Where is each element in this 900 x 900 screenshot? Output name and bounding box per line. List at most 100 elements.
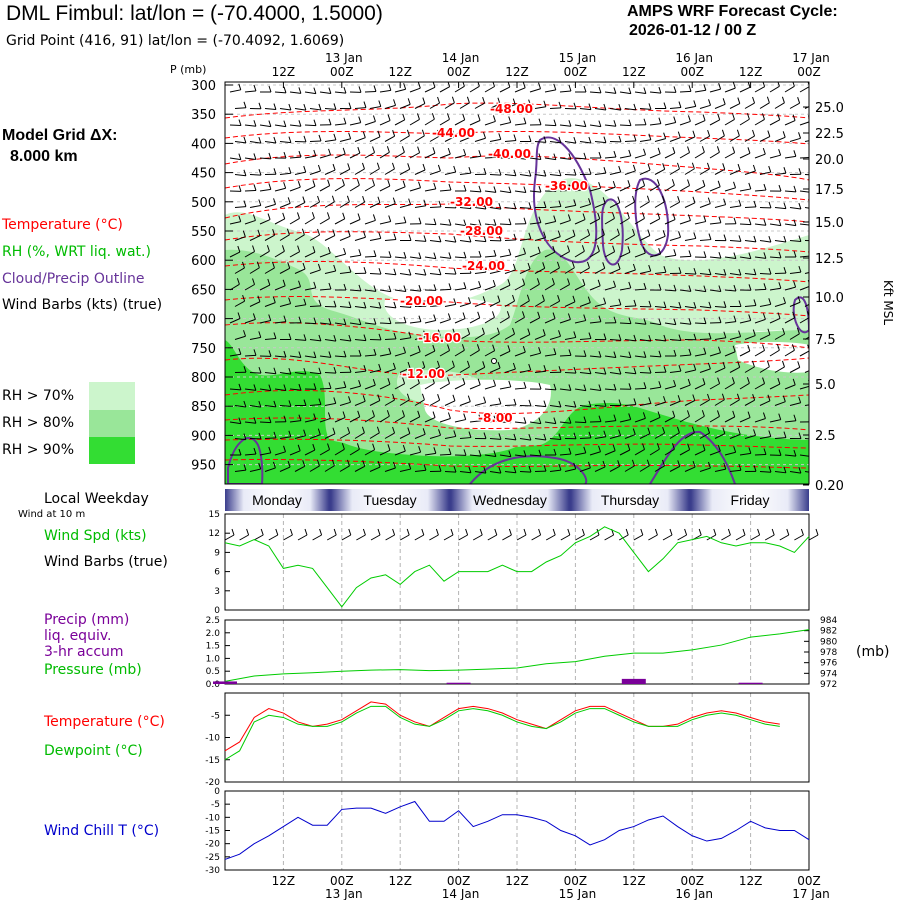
- wind-barb: [379, 353, 391, 357]
- height-axis: 25.022.520.017.515.012.510.07.55.02.50.2…: [803, 101, 844, 494]
- wind-barb: [244, 284, 255, 291]
- wind-barb-flag: [752, 329, 756, 336]
- isotherm-label: -16.00: [418, 331, 461, 345]
- wind-barb-flag: [798, 132, 802, 139]
- wind-barb-flag: [498, 433, 502, 440]
- wind-barb: [609, 268, 621, 274]
- wind-barb: [654, 138, 666, 142]
- wind-barb: [519, 268, 531, 274]
- wind-barb: [549, 206, 562, 208]
- wind-barb-flag: [748, 284, 752, 291]
- wind-barb: [684, 237, 696, 241]
- wind-barb: [744, 206, 757, 208]
- wind-barb: [699, 273, 711, 276]
- wind-barb-flag: [513, 466, 517, 473]
- wind-barb: [604, 251, 615, 258]
- wind-barb: [279, 436, 291, 439]
- wind-barb-flag: [793, 414, 797, 421]
- pressure-tick-label: 900: [191, 429, 216, 444]
- isotherm-label: -48.00: [490, 102, 533, 116]
- wind-barb: [574, 320, 586, 324]
- wind-barb-flag: [812, 328, 814, 334]
- wind-barb-flag: [371, 410, 375, 417]
- wind-barb: [784, 85, 795, 93]
- wind-barb: [759, 400, 771, 406]
- wind-barb-flag: [673, 349, 677, 357]
- forecast-cycle-label: AMPS WRF Forecast Cycle:: [627, 3, 838, 20]
- wind-barb-flag: [403, 251, 407, 259]
- wind-barb-flag: [287, 460, 291, 468]
- surface-wind-barb: [575, 534, 585, 541]
- rh-shading: [225, 178, 809, 484]
- wind-barb: [429, 170, 441, 175]
- surface-wind-barb-flag: [654, 528, 658, 536]
- wind-barb: [724, 382, 735, 390]
- wind-barb-flag: [378, 301, 382, 309]
- wind-barb-flag: [553, 417, 557, 424]
- wind-barb: [444, 366, 455, 373]
- wind-barb: [759, 366, 770, 373]
- wind-barb: [724, 152, 735, 159]
- wind-barb-flag: [573, 432, 577, 439]
- wind-barb: [699, 467, 711, 472]
- wind-barb: [369, 136, 381, 142]
- wind-barb-flag: [438, 465, 442, 472]
- wind-barb: [604, 355, 616, 359]
- wind-barb-flag: [363, 365, 367, 372]
- wind-barb: [384, 135, 395, 142]
- wind-barb: [649, 153, 661, 159]
- wind-barb-flag: [721, 393, 725, 400]
- wind-barb: [709, 151, 720, 159]
- wind-barb-flag: [767, 130, 771, 137]
- wind-barb: [279, 405, 292, 407]
- isotherm-label: -8.00: [478, 411, 513, 425]
- wind-barb: [804, 207, 809, 209]
- wind-barb-flag: [708, 99, 711, 106]
- surface-wind-barb: [721, 534, 731, 541]
- wind-barb-flag: [318, 134, 322, 142]
- wind-barb: [654, 235, 666, 241]
- wind-barb-flag: [567, 278, 571, 285]
- wind-barb-flag: [693, 100, 697, 107]
- wind-barb-flag: [538, 153, 542, 160]
- wind-barb-flag: [737, 163, 741, 171]
- wind-barb: [474, 271, 486, 274]
- rh-70-region: [225, 178, 809, 484]
- wind-barb: [274, 218, 285, 225]
- wind-barb: [669, 370, 681, 373]
- wind-barb-flag: [348, 102, 352, 109]
- wind-barb: [339, 465, 350, 472]
- wind-barb: [249, 174, 262, 176]
- wind-barb: [439, 288, 452, 291]
- wind-barb-flag: [723, 462, 727, 470]
- wind-barb: [484, 385, 496, 390]
- wind-barb: [499, 284, 511, 291]
- wind-barb-flag: [343, 86, 347, 94]
- wind-barb: [579, 467, 591, 472]
- wind-barb-flag: [558, 169, 562, 176]
- wind-barb-flag: [508, 218, 512, 225]
- wind-barb-flag: [613, 383, 617, 391]
- wind-barb: [399, 337, 411, 340]
- wind-barb-flag: [611, 212, 615, 219]
- wind-barb-flag: [596, 245, 600, 252]
- wind-barb-flag: [798, 202, 802, 210]
- wind-barb-flag: [358, 249, 362, 256]
- wind-barb-flag: [633, 398, 637, 405]
- wind-barb-flag: [602, 262, 606, 269]
- wind-barb: [454, 223, 466, 227]
- wind-barb-flag: [752, 96, 756, 104]
- wind-barb-flag: [807, 279, 809, 284]
- wind-barb-flag: [253, 120, 257, 127]
- wind-barb: [364, 415, 375, 423]
- wind-barb: [624, 140, 637, 142]
- wind-barb-flag: [798, 466, 802, 474]
- wind-barb: [619, 251, 631, 258]
- wind-barb: [724, 451, 736, 456]
- wind-barb: [714, 204, 726, 208]
- wind-barb: [624, 372, 636, 375]
- wind-barb: [229, 157, 241, 161]
- wind-barb: [279, 108, 291, 111]
- wind-barb: [384, 239, 396, 241]
- wind-barb-flag: [598, 445, 601, 452]
